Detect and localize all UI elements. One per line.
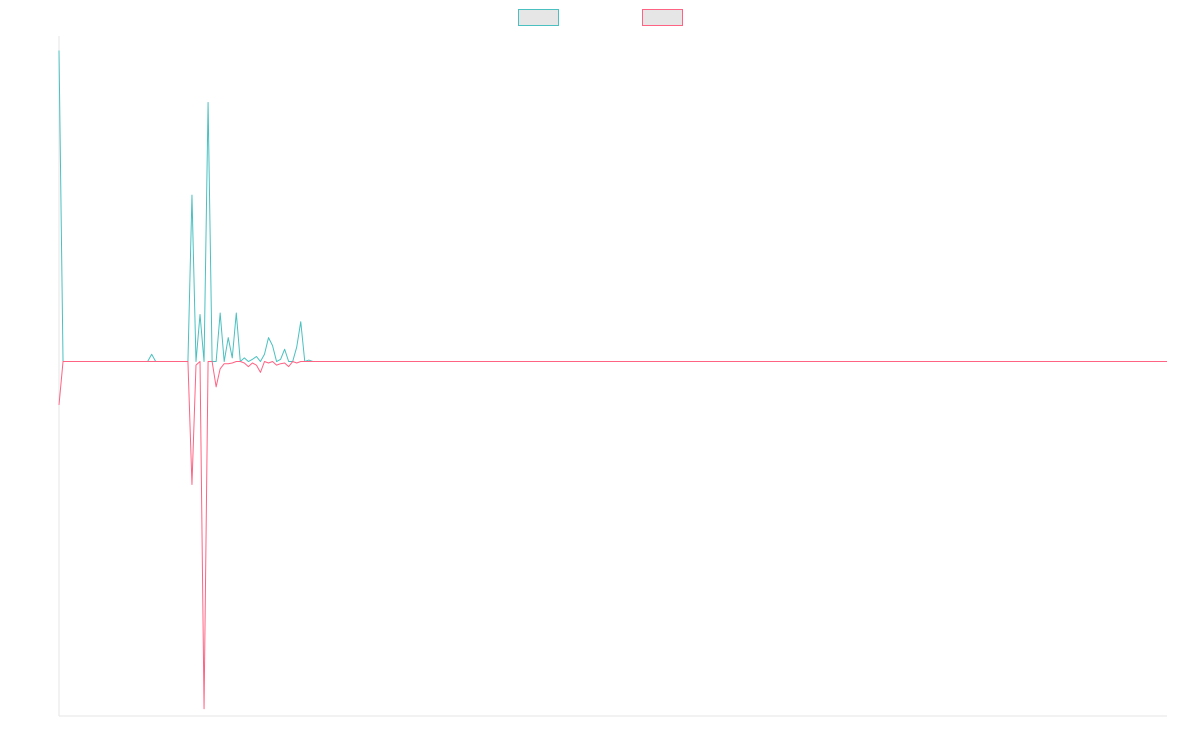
legend-swatch-series-2	[642, 9, 683, 26]
legend-swatch-series-1	[518, 9, 559, 26]
series-1-line	[58, 50, 1167, 363]
series-2-line	[58, 361, 1167, 710]
